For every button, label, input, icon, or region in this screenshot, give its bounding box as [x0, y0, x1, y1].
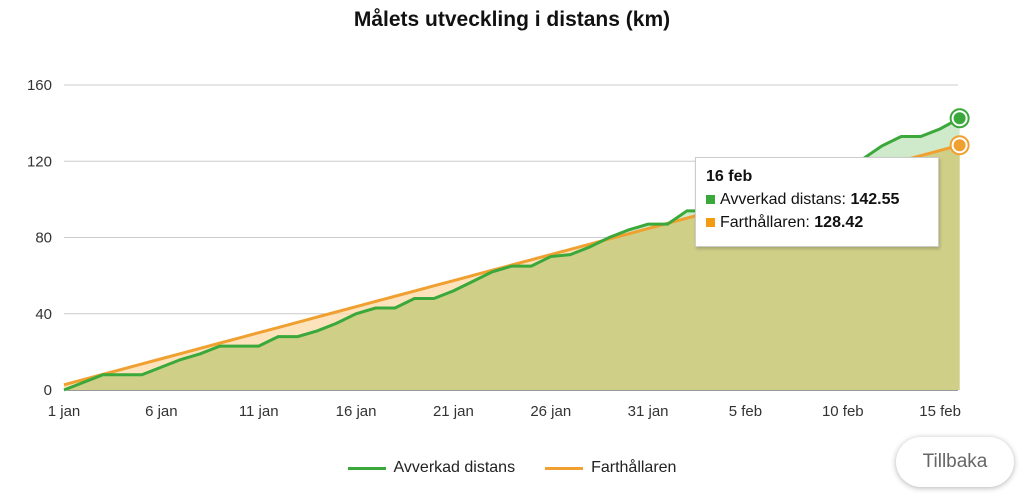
legend-item-distance[interactable]: Avverkad distans — [347, 459, 516, 477]
tooltip: 16 feb Avverkad distans: 142.55 Farthåll… — [695, 157, 939, 247]
y-tick-label: 160 — [27, 77, 52, 94]
x-tick-label: 5 feb — [729, 403, 762, 420]
y-tick-label: 0 — [44, 382, 52, 399]
legend-label: Avverkad distans — [393, 459, 516, 476]
y-tick-label: 40 — [35, 306, 52, 323]
x-tick-label: 1 jan — [48, 403, 81, 420]
tooltip-label: Farthållaren: — [720, 214, 810, 231]
tooltip-row-distance: Avverkad distans: 142.55 — [706, 191, 928, 209]
y-tick-label: 80 — [35, 230, 52, 247]
x-tick-label: 26 jan — [530, 403, 571, 420]
y-tick-label: 120 — [27, 153, 52, 170]
x-tick-label: 6 jan — [145, 403, 178, 420]
green-swatch-icon — [706, 195, 715, 204]
x-tick-label: 21 jan — [433, 403, 474, 420]
legend-label: Farthållaren — [591, 459, 677, 476]
legend-line-icon — [347, 466, 386, 470]
chart-title: Målets utveckling i distans (km) — [353, 8, 671, 31]
x-tick-label: 11 jan — [239, 403, 279, 420]
x-tick-label: 16 jan — [336, 403, 377, 420]
tooltip-value: 128.42 — [814, 214, 864, 231]
tooltip-value: 142.55 — [850, 191, 900, 208]
highlight-point-inner — [953, 139, 966, 152]
x-tick-label: 31 jan — [628, 403, 669, 420]
tooltip-row-pacer: Farthållaren: 128.42 — [706, 214, 928, 232]
highlight-point-inner — [953, 112, 966, 125]
orange-swatch-icon — [706, 218, 715, 227]
tooltip-date: 16 feb — [706, 168, 753, 185]
x-tick-label: 10 feb — [822, 403, 864, 420]
x-tick-label: 15 feb — [919, 403, 961, 420]
tooltip-label: Avverkad distans: — [720, 191, 846, 208]
back-button[interactable]: Tillbaka — [896, 437, 1014, 487]
legend-line-icon — [545, 466, 584, 470]
legend: Avverkad distans Farthållaren — [0, 459, 1024, 477]
legend-item-pacer[interactable]: Farthållaren — [545, 459, 676, 477]
